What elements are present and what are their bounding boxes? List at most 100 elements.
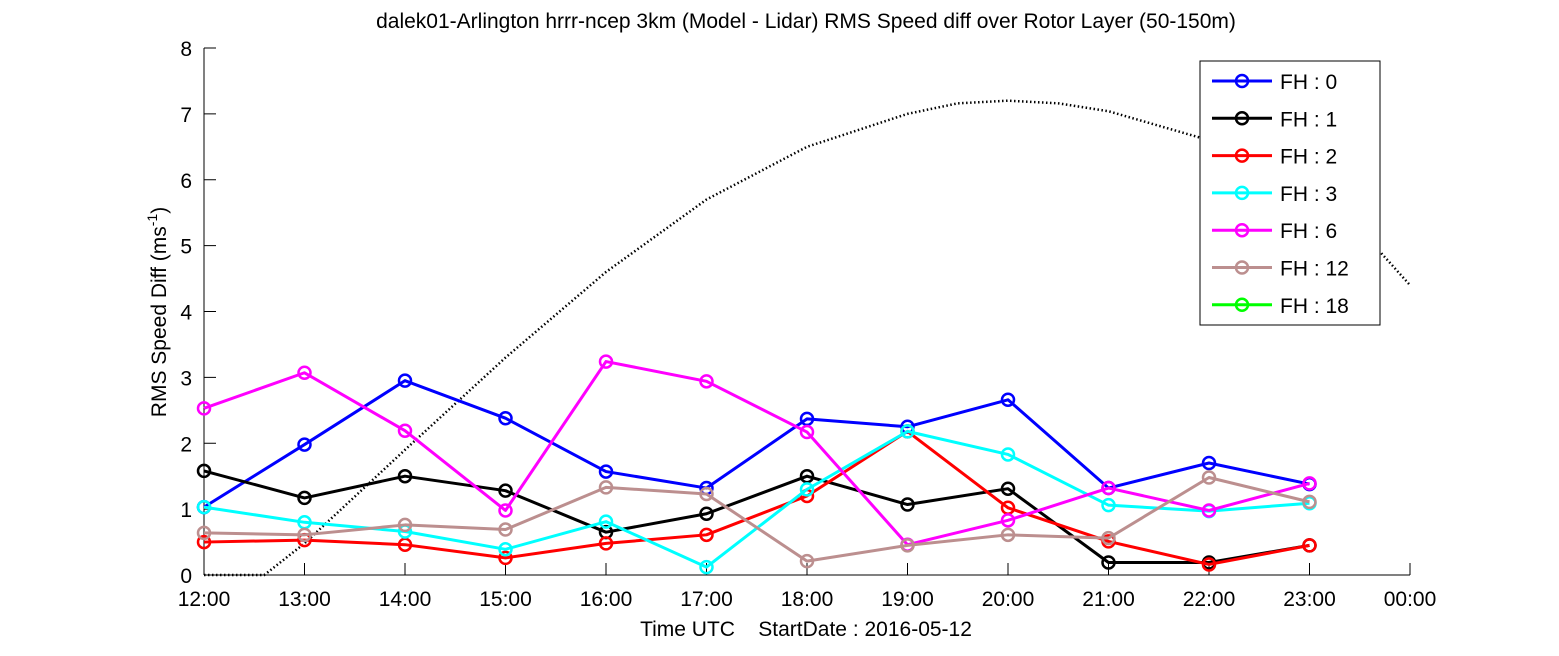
series-point — [699, 559, 714, 575]
x-tick-label: 22:00 — [1183, 588, 1236, 611]
x-tick-label: 20:00 — [982, 588, 1035, 611]
series-point — [699, 374, 714, 389]
x-tick-label: 17:00 — [680, 588, 733, 611]
series-point — [397, 517, 413, 533]
series-line-fh-2 — [203, 429, 1310, 566]
x-tick-label: 19:00 — [881, 588, 934, 611]
legend-swatch-marker — [1234, 73, 1250, 89]
x-axis-label: Time UTC StartDate : 2016-05-12 — [640, 618, 972, 641]
y-tick-label: 3 — [180, 367, 192, 390]
series-point — [598, 464, 614, 479]
series-point — [498, 542, 513, 557]
chart-title: dalek01-Arlington hrrr-ncep 3km (Model -… — [376, 10, 1236, 33]
y-tick-label: 0 — [180, 565, 192, 588]
x-tick-label: 12:00 — [178, 588, 231, 611]
series-line-fh-4 — [203, 360, 1310, 547]
x-tick-label: 21:00 — [1082, 588, 1135, 611]
series-point — [196, 401, 212, 416]
series-point — [498, 483, 513, 498]
series-point — [1302, 494, 1317, 510]
legend-entry-label: FH : 1 — [1280, 108, 1337, 131]
series-line-fh-5 — [203, 476, 1310, 563]
series-point — [498, 550, 513, 566]
series-point — [1302, 476, 1317, 491]
series-point — [397, 423, 413, 438]
series-point — [1201, 455, 1217, 471]
series-point — [297, 365, 312, 381]
series-point — [598, 480, 614, 495]
series-point — [397, 468, 413, 484]
series-point — [196, 463, 212, 479]
series-point — [1000, 481, 1016, 496]
series-point — [598, 354, 614, 369]
legend-swatch-marker — [1234, 222, 1250, 238]
series-point — [900, 538, 915, 553]
x-tick-label: 18:00 — [781, 588, 834, 611]
series-point — [498, 503, 513, 518]
series-point — [598, 536, 614, 551]
y-axis-label-superscript: -1 — [144, 214, 160, 227]
legend-swatch-marker — [1234, 148, 1250, 163]
x-tick-label: 16:00 — [580, 588, 633, 611]
series-point — [1000, 392, 1016, 408]
legend-entry-label: FH : 3 — [1280, 183, 1337, 206]
series-point — [900, 424, 915, 439]
series-point — [1201, 557, 1217, 572]
series-point — [1201, 503, 1217, 518]
x-tick-label: 23:00 — [1283, 588, 1336, 611]
series-point — [900, 497, 915, 512]
svg-text:RMS Speed Diff (ms-1): RMS Speed Diff (ms-1) — [144, 207, 171, 417]
series-point — [699, 486, 714, 502]
series-point — [397, 373, 413, 388]
legend-swatch-marker — [1234, 185, 1250, 201]
series-point — [297, 527, 312, 543]
y-tick-label: 2 — [180, 433, 192, 456]
y-tick-label: 5 — [180, 236, 192, 259]
x-tick-label: 00:00 — [1384, 588, 1437, 611]
x-tick-label: 13:00 — [278, 588, 331, 611]
series-point — [297, 437, 312, 452]
series-point — [799, 553, 815, 569]
legend-entry-label: FH : 0 — [1280, 71, 1337, 94]
series-point — [1101, 480, 1116, 496]
series-point — [196, 525, 212, 541]
series-point — [196, 534, 212, 550]
series-point — [297, 490, 312, 506]
series-point — [799, 424, 815, 440]
series-point — [799, 482, 815, 497]
series-point — [1000, 513, 1016, 528]
legend-swatch-marker — [1234, 260, 1250, 275]
y-tick-label: 1 — [180, 499, 192, 522]
y-tick-label: 7 — [180, 104, 192, 127]
legend: FH : 0 FH : 1 FH : 2 FH : 3 FH : 6 FH : 12 FH … — [1199, 60, 1381, 326]
series-point — [699, 527, 714, 543]
legend-entry-label: FH : 2 — [1280, 146, 1337, 169]
x-tick-label: 14:00 — [379, 588, 432, 611]
legend-entry-label: FH : 12 — [1280, 258, 1349, 281]
y-axis-label: RMS Speed Diff (ms-1) — [144, 207, 171, 417]
series-point — [598, 514, 614, 529]
series-point — [498, 410, 513, 426]
series-point — [1302, 538, 1317, 553]
y-tick-label: 8 — [180, 38, 192, 61]
y-axis-label-close: ) — [148, 207, 171, 214]
series-point — [196, 499, 212, 515]
series-point — [1101, 530, 1116, 546]
x-tick-label: 15:00 — [479, 588, 532, 611]
y-tick-label: 4 — [180, 302, 192, 325]
series-line-fh-1 — [203, 469, 1310, 564]
plot-area: 0 1 2 3 4 5 6 7 8 12:00 13:00 14:00 15:00 16:00 17:00 1… — [178, 38, 1437, 611]
series-point — [1000, 527, 1016, 543]
series-point — [1101, 555, 1116, 570]
legend-swatch-marker — [1234, 297, 1250, 313]
series-point — [498, 522, 513, 537]
y-tick-label: 6 — [180, 170, 192, 193]
y-axis-label-main: RMS Speed Diff (ms — [148, 226, 171, 417]
legend-entry-label: FH : 6 — [1280, 220, 1337, 243]
legend-entry-label: FH : 18 — [1280, 295, 1349, 318]
series-point — [1201, 470, 1217, 485]
series-line-fh-0 — [203, 379, 1310, 509]
legend-swatch-marker — [1234, 111, 1250, 126]
series-point — [1101, 497, 1116, 513]
